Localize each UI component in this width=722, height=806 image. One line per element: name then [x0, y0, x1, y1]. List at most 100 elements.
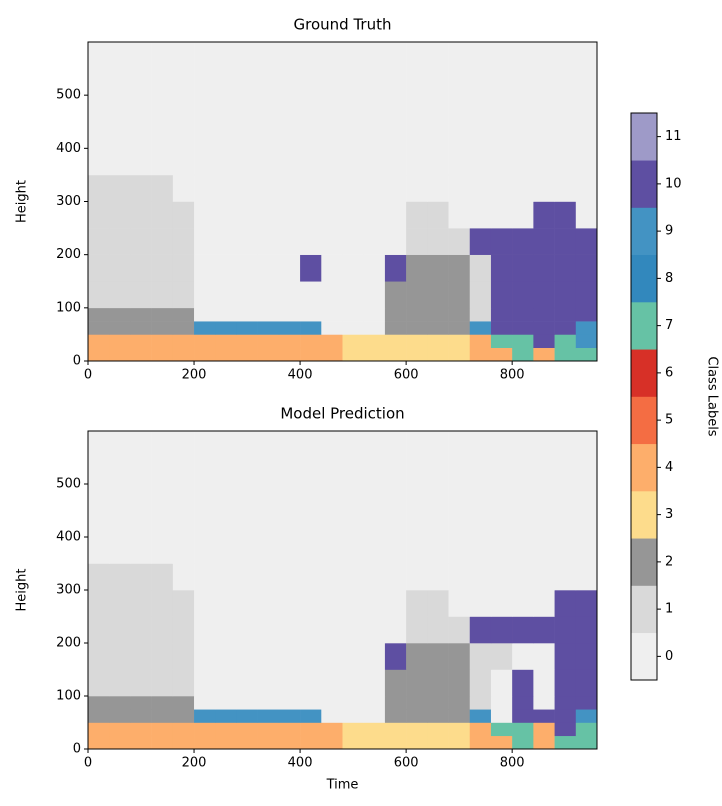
colorbar-swatch [631, 585, 657, 634]
heatmap-cell [278, 334, 301, 349]
heatmap-cell [109, 307, 131, 322]
heatmap-cell [151, 201, 174, 229]
heatmap-cell [278, 281, 301, 309]
heatmap-cell [406, 321, 428, 335]
heatmap-cell [469, 563, 492, 591]
heatmap-cell [554, 334, 577, 349]
heatmap-cell [215, 563, 237, 591]
heatmap-cell [427, 563, 449, 591]
heatmap-cell [342, 347, 365, 362]
heatmap-cell [194, 590, 216, 617]
heatmap-cell [448, 696, 471, 710]
heatmap-cell [172, 174, 195, 202]
heatmap-cell [172, 709, 195, 723]
heatmap-cell [278, 42, 301, 176]
x-tick-label: 400 [288, 756, 313, 771]
heatmap-cell [278, 321, 301, 335]
x-tick-label: 0 [84, 368, 92, 383]
y-tick-label: 400 [56, 530, 81, 545]
colorbar-swatch [631, 254, 657, 303]
heatmap-cell [172, 643, 195, 670]
heatmap-cell [300, 669, 322, 697]
heatmap-cell [194, 334, 216, 349]
heatmap-cell [194, 431, 216, 564]
heatmap-cell [469, 42, 492, 176]
heatmap-cell [194, 347, 216, 362]
heatmap-cell [448, 174, 471, 202]
heatmap-cell [342, 696, 365, 710]
heatmap-cell [469, 616, 492, 644]
heatmap-cell [300, 590, 322, 617]
heatmap-cell [533, 174, 555, 202]
heatmap-cell [151, 709, 174, 723]
heatmap-cell [172, 616, 195, 644]
heatmap-cell [215, 307, 237, 322]
heatmap-cell [490, 669, 513, 697]
heatmap-cell [406, 201, 428, 229]
heatmap-cell [130, 228, 152, 255]
y-tick-label: 0 [73, 354, 81, 369]
heatmap-cell [236, 431, 258, 564]
colorbar-swatch [631, 113, 657, 161]
heatmap-cell [554, 174, 577, 202]
heatmap-cell [257, 347, 280, 362]
heatmap-cell [575, 696, 598, 710]
heatmap-cell [88, 709, 110, 723]
heatmap-cell [448, 321, 471, 335]
heatmap-cell [363, 281, 386, 309]
heatmap-cell [257, 616, 280, 644]
heatmap-cell [194, 174, 216, 202]
heatmap-cell [236, 669, 258, 697]
heatmap-cell [363, 347, 386, 362]
y-axis-label: Height [15, 569, 30, 612]
heatmap-cell [575, 307, 598, 322]
heatmap-cell [257, 590, 280, 617]
heatmap-cell [469, 174, 492, 202]
heatmap-cell [109, 431, 131, 564]
heatmap-cell [109, 669, 131, 697]
heatmap-cell [342, 201, 365, 229]
heatmap-cell [342, 42, 365, 176]
heatmap-cell [448, 334, 471, 349]
heatmap-cell [215, 254, 237, 282]
heatmap-cell [172, 307, 195, 322]
heatmap-cell [533, 431, 555, 564]
heatmap-cell [88, 590, 110, 617]
heatmap-cell [342, 669, 365, 697]
x-tick-label: 0 [84, 756, 92, 771]
heatmap-cell [575, 334, 598, 349]
heatmap-cell [575, 643, 598, 670]
heatmap-cell [109, 254, 131, 282]
heatmap-cell [384, 307, 407, 322]
y-tick-label: 100 [56, 300, 81, 315]
heatmap-cell [554, 201, 577, 229]
heatmap-cell [575, 321, 598, 335]
heatmap-cell [300, 201, 322, 229]
heatmap-cell [215, 722, 237, 737]
heatmap-cell [194, 696, 216, 710]
heatmap-cell [512, 307, 534, 322]
heatmap-cell [427, 722, 449, 737]
heatmap-cell [363, 616, 386, 644]
colorbar-tick-label: 0 [665, 649, 673, 664]
x-tick-label: 800 [500, 756, 525, 771]
heatmap-cell [130, 616, 152, 644]
heatmap-cell [130, 709, 152, 723]
heatmap-cell [427, 307, 449, 322]
heatmap-cell [384, 722, 407, 737]
colorbar-tick-label: 7 [665, 318, 673, 333]
y-tick-label: 0 [73, 742, 81, 757]
heatmap-cell [512, 174, 534, 202]
heatmap-cell [321, 643, 343, 670]
heatmap-cell [490, 307, 513, 322]
heatmap-cell [321, 42, 343, 176]
heatmap-cell [172, 431, 195, 564]
heatmap-cell [490, 590, 513, 617]
heatmap-cell [406, 334, 428, 349]
heatmap-cell [554, 590, 577, 617]
heatmap-cell [533, 254, 555, 282]
heatmap-cell [300, 228, 322, 255]
heatmap-cell [490, 643, 513, 670]
heatmap-cell [194, 669, 216, 697]
heatmap-cell [448, 347, 471, 362]
